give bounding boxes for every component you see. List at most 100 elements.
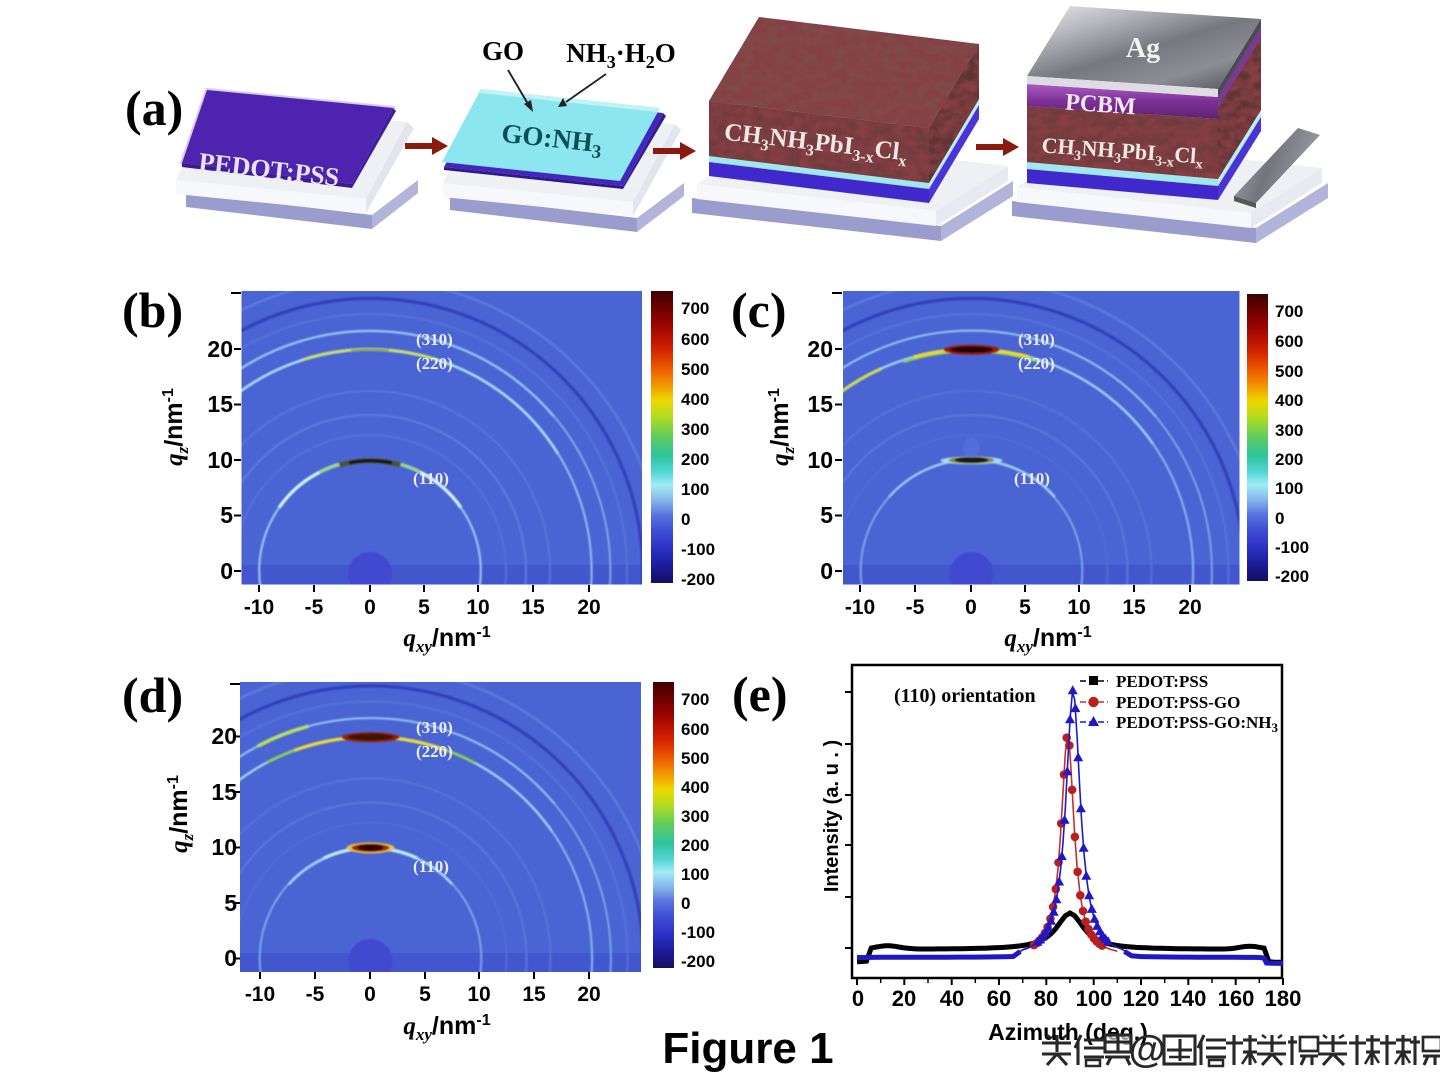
svg-text:-10: -10 [845, 596, 875, 619]
svg-text:20: 20 [1178, 596, 1201, 619]
svg-text:20: 20 [892, 986, 916, 1011]
svg-text:20: 20 [211, 723, 237, 749]
svg-text:15: 15 [807, 391, 833, 417]
svg-text:400: 400 [681, 390, 709, 409]
svg-text:180: 180 [1265, 986, 1302, 1011]
svg-text:NH3·H2O: NH3·H2O [566, 38, 676, 72]
svg-text:0: 0 [220, 558, 233, 584]
svg-text:0: 0 [364, 983, 376, 1006]
svg-text:300: 300 [1275, 421, 1303, 440]
svg-text:(110) orientation: (110) orientation [894, 685, 1036, 707]
svg-text:Intensity (a. u . ): Intensity (a. u . ) [821, 740, 843, 892]
svg-text:10: 10 [467, 983, 490, 1006]
svg-text:PCBM: PCBM [1064, 90, 1136, 121]
svg-text:Ag: Ag [1126, 33, 1160, 64]
svg-text:(110): (110) [413, 469, 449, 488]
svg-text:(310): (310) [416, 718, 453, 737]
svg-text:10: 10 [207, 447, 233, 473]
svg-text:5: 5 [418, 596, 430, 619]
svg-text:-5: -5 [305, 596, 324, 619]
svg-text:(220): (220) [1018, 354, 1055, 373]
svg-text:100: 100 [681, 480, 709, 499]
svg-text:300: 300 [681, 420, 709, 439]
svg-text:10: 10 [211, 834, 237, 860]
svg-text:PEDOT:PSS-GO: PEDOT:PSS-GO [1116, 693, 1240, 712]
svg-text:10: 10 [1067, 596, 1090, 619]
svg-text:qxy/nm-1: qxy/nm-1 [403, 1012, 490, 1044]
svg-text:0: 0 [852, 986, 864, 1011]
svg-text:(110): (110) [1014, 469, 1050, 488]
svg-text:-100: -100 [681, 923, 715, 942]
svg-text:100: 100 [1076, 986, 1113, 1011]
svg-text:600: 600 [1275, 332, 1303, 351]
svg-text:15: 15 [211, 779, 237, 805]
svg-text:0: 0 [820, 558, 833, 584]
svg-text:200: 200 [681, 450, 709, 469]
svg-text:0: 0 [224, 945, 237, 971]
svg-text:Figure 1: Figure 1 [662, 1024, 833, 1073]
svg-text:(220): (220) [416, 742, 453, 761]
svg-text:PEDOT:PSS-GO:NH3: PEDOT:PSS-GO:NH3 [1116, 713, 1279, 735]
svg-text:20: 20 [807, 336, 833, 362]
svg-text:300: 300 [681, 807, 709, 826]
svg-text:0: 0 [1275, 509, 1284, 528]
svg-text:200: 200 [1275, 450, 1303, 469]
svg-text:400: 400 [1275, 391, 1303, 410]
svg-text:(310): (310) [416, 330, 453, 349]
svg-text:80: 80 [1034, 986, 1058, 1011]
svg-text:60: 60 [987, 986, 1011, 1011]
svg-text:15: 15 [522, 983, 546, 1006]
svg-text:-5: -5 [306, 983, 325, 1006]
svg-text:-5: -5 [906, 596, 925, 619]
svg-text:-200: -200 [681, 570, 715, 589]
svg-text:20: 20 [577, 983, 600, 1006]
svg-text:400: 400 [681, 778, 709, 797]
svg-text:PEDOT:PSS: PEDOT:PSS [1116, 672, 1208, 691]
svg-text:100: 100 [1275, 479, 1303, 498]
svg-text:(220): (220) [416, 354, 453, 373]
svg-text:700: 700 [681, 690, 709, 709]
svg-text:-10: -10 [244, 596, 274, 619]
svg-text:(b): (b) [122, 282, 183, 338]
svg-text:(d): (d) [122, 667, 183, 723]
svg-text:5: 5 [220, 502, 233, 528]
svg-text:100: 100 [681, 865, 709, 884]
svg-text:(c): (c) [731, 282, 787, 338]
svg-text:qz/nm-1: qz/nm-1 [160, 388, 192, 466]
svg-text:20: 20 [207, 336, 233, 362]
svg-text:(e): (e) [732, 666, 788, 722]
svg-text:40: 40 [940, 986, 964, 1011]
svg-text:5: 5 [820, 502, 833, 528]
svg-text:-100: -100 [681, 540, 715, 559]
svg-text:15: 15 [521, 596, 545, 619]
svg-text:qxy/nm-1: qxy/nm-1 [1004, 624, 1091, 656]
svg-text:(310): (310) [1018, 330, 1055, 349]
svg-text:200: 200 [681, 836, 709, 855]
svg-text:5: 5 [224, 890, 237, 916]
svg-text:-10: -10 [245, 983, 275, 1006]
svg-text:0: 0 [681, 510, 690, 529]
svg-text:10: 10 [807, 447, 833, 473]
svg-text:500: 500 [1275, 362, 1303, 381]
svg-text:GO: GO [482, 36, 524, 66]
svg-text:600: 600 [681, 330, 709, 349]
svg-text:500: 500 [681, 749, 709, 768]
svg-text:qz/nm-1: qz/nm-1 [766, 388, 798, 466]
svg-text:0: 0 [965, 596, 977, 619]
svg-text:700: 700 [681, 299, 709, 318]
svg-text:(a): (a) [125, 80, 183, 136]
svg-text:0: 0 [681, 894, 690, 913]
svg-text:15: 15 [1122, 596, 1146, 619]
svg-text:-200: -200 [681, 952, 715, 971]
svg-text:qxy/nm-1: qxy/nm-1 [403, 624, 490, 656]
svg-text:500: 500 [681, 360, 709, 379]
svg-text:qz/nm-1: qz/nm-1 [165, 775, 197, 853]
svg-text:(110): (110) [413, 857, 449, 876]
svg-text:-200: -200 [1275, 567, 1309, 586]
svg-text:15: 15 [207, 391, 233, 417]
svg-text:@: @ [1129, 1029, 1166, 1071]
svg-text:5: 5 [1019, 596, 1031, 619]
svg-text:700: 700 [1275, 302, 1303, 321]
svg-text:0: 0 [364, 596, 376, 619]
svg-text:20: 20 [577, 596, 600, 619]
